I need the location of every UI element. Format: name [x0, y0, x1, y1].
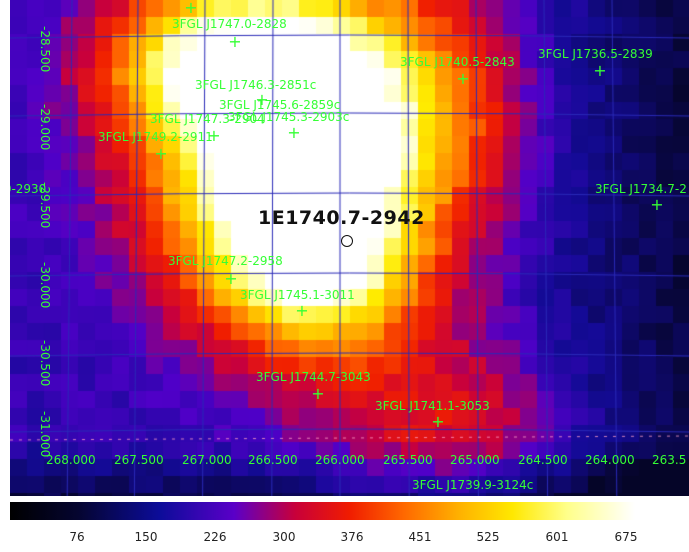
ra-tick-label: 265.000: [450, 453, 500, 467]
source-marker: +: [255, 90, 269, 109]
target-circle-marker: [341, 235, 353, 247]
colorbar-tick-label: 376: [340, 530, 364, 544]
source-marker: +: [650, 195, 664, 214]
dec-tick-label: -29.500: [38, 182, 52, 229]
ra-tick-label: 266.000: [315, 453, 365, 467]
target-label: 1E1740.7-2942: [258, 207, 425, 229]
source-label: 3FGL J1744.7-3043: [256, 370, 371, 384]
colorbar-tick-label: 601: [545, 530, 569, 544]
source-marker: +: [593, 61, 607, 80]
source-label: 3FGL J1746.3-2851c: [195, 78, 317, 92]
dec-tick-label: -29.000: [38, 104, 52, 151]
dec-tick-label: -30.000: [38, 262, 52, 309]
ra-tick-label: 267.000: [182, 453, 232, 467]
source-marker: +: [228, 32, 242, 51]
ra-tick-label: 264.000: [585, 453, 635, 467]
source-label: 3FGL J1741.1-3053: [375, 399, 490, 413]
colorbar-tick-label: 525: [476, 530, 500, 544]
source-marker: +: [287, 123, 301, 142]
ra-tick-label: 263.5: [652, 453, 687, 467]
colorbar-tick-label: 150: [134, 530, 158, 544]
colorbar-tick-label: 451: [408, 530, 432, 544]
source-label: 3FGL J1740.5-2843: [400, 55, 515, 69]
source-label: .0-2930: [10, 182, 47, 196]
counts-map-image: [10, 0, 689, 496]
source-label: 3FGL J1749.2-2911: [98, 130, 213, 144]
source-label: 3FGL J1747.0-2828: [172, 17, 287, 31]
source-label: 3FGL J1745.6-2859c: [219, 98, 341, 112]
colorbar-tick-label: 300: [272, 530, 296, 544]
source-marker: +: [311, 384, 325, 403]
source-label: 3FGL J1747.3-2904: [150, 112, 265, 126]
source-marker: +: [207, 126, 221, 145]
source-marker: +: [295, 301, 309, 320]
dec-tick-label: -30.500: [38, 340, 52, 387]
source-marker: +: [224, 269, 238, 288]
ra-tick-label: 268.000: [46, 453, 96, 467]
ra-tick-label: 266.500: [248, 453, 298, 467]
colorbar-tick-label: 226: [203, 530, 227, 544]
source-marker: +: [431, 412, 445, 431]
ra-tick-label: 264.500: [518, 453, 568, 467]
ra-tick-label: 267.500: [114, 453, 164, 467]
source-label: 3FGL J1736.5-2839: [538, 47, 653, 61]
ra-tick-label: 265.500: [383, 453, 433, 467]
source-label: 3FGL J1739.9-3124c: [412, 478, 534, 492]
annotation-overlay: 3FGL J1747.0-2828 3FGL J1746.3-2851c 3FG…: [10, 0, 689, 496]
colorbar: [10, 502, 689, 520]
source-label: 3FGL J1745.3-2903c: [228, 110, 350, 124]
source-marker: +: [154, 144, 168, 163]
source-label: 3FGL J1745.1-3011: [240, 288, 355, 302]
dec-tick-label: -31.000: [38, 411, 52, 458]
source-marker: +: [456, 69, 470, 88]
source-label: 3FGL J1734.7-2: [595, 182, 687, 196]
source-marker: +: [184, 0, 198, 17]
source-label: 3FGL J1747.2-2958: [168, 254, 283, 268]
colorbar-tick-label: 76: [69, 530, 85, 544]
dec-tick-label: -28.500: [38, 26, 52, 73]
colorbar-tick-label: 675: [614, 530, 638, 544]
